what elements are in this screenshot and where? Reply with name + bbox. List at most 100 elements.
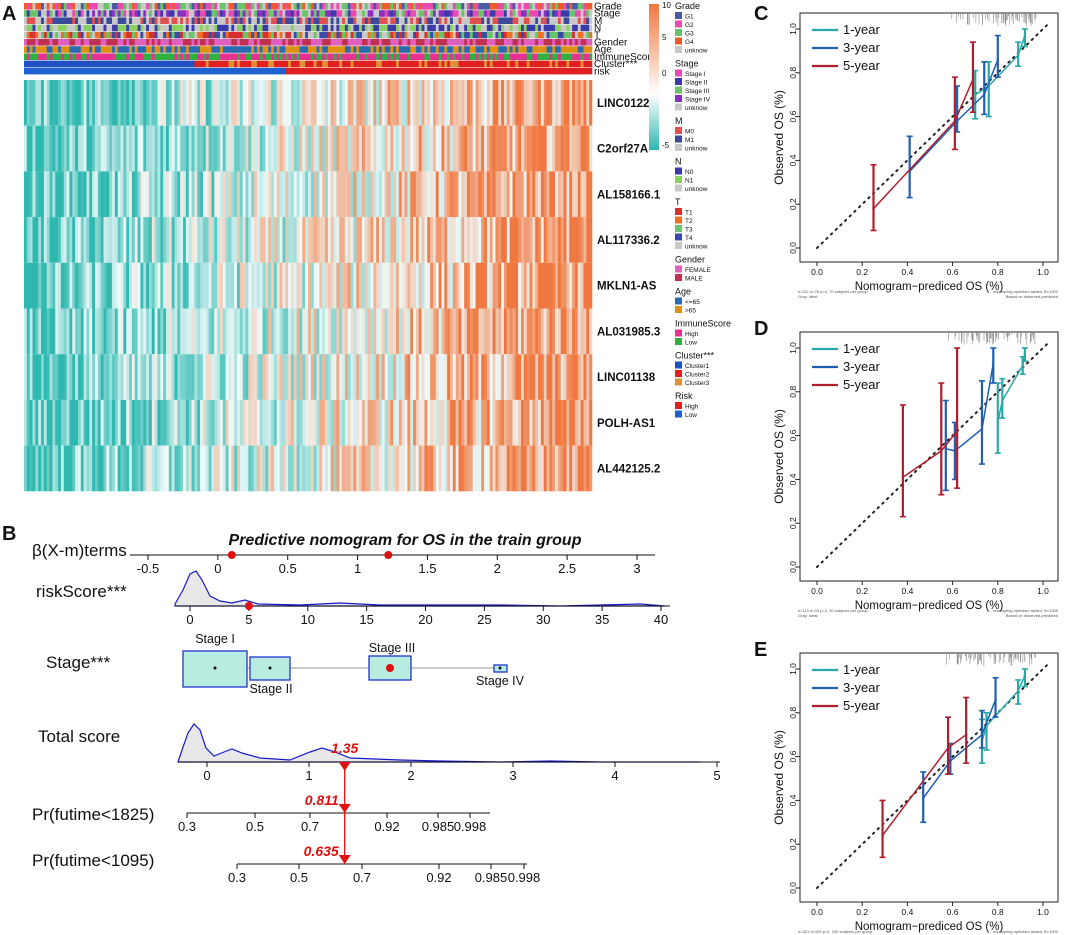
scale-tick-label: 4	[611, 768, 618, 783]
calibration-line	[922, 699, 997, 799]
nomogram-title: Predictive nomogram for OS in the train …	[229, 532, 582, 549]
pr1095-value: 0.635	[304, 843, 339, 859]
legend-item-label: G3	[685, 31, 694, 38]
points-marker	[227, 551, 236, 559]
legend-item-label: Stage I	[685, 71, 706, 78]
scale-tick-label: 1	[305, 768, 312, 783]
legend-item-label: unknow	[685, 105, 708, 112]
footnote-left: n=321 d=109 p=4, 100 subjects per group	[798, 929, 873, 934]
legend-item-label: G2	[685, 22, 694, 29]
annotation-row-label: Gender	[594, 38, 628, 49]
calibration-line	[902, 430, 958, 478]
legend-swatch	[675, 306, 682, 313]
legend-group-title: Grade	[675, 1, 700, 11]
legend-swatch	[675, 69, 682, 77]
legend-item-label: High	[685, 331, 699, 338]
calibration-plot-d: 0.0 0.2 0.4 0.6 0.8 1.0 0.0 0.2 0.4 0.6 0.8 1.0 Obse…	[772, 331, 1059, 618]
calibration-point	[983, 93, 986, 96]
total-score-value: 1.35	[331, 740, 358, 756]
calibration-point	[872, 207, 875, 210]
projection-arrow	[338, 855, 351, 864]
x-tick-label: 0.4	[901, 586, 913, 596]
gene-label: LINC01138	[597, 372, 656, 384]
scale-tick-label: 0.7	[353, 870, 371, 885]
pr1825-value: 0.811	[305, 792, 339, 808]
legend-item-label: Cluster3	[685, 380, 710, 387]
projection-arrow	[338, 804, 351, 813]
legend-label: 5-year	[843, 698, 881, 713]
footnote-right: Based on observed-predicted	[1006, 613, 1058, 618]
y-tick-label: 0.8	[788, 67, 798, 79]
y-tick-label: 0.2	[788, 838, 798, 850]
calibration-point	[1023, 351, 1027, 354]
legend-swatch	[675, 274, 682, 281]
calibration-point	[980, 733, 984, 736]
calibration-point	[922, 797, 925, 800]
calibration-line	[909, 59, 999, 172]
panel-letter-a: A	[2, 3, 16, 25]
calibration-line	[974, 35, 1026, 96]
x-tick-label: 0.8	[992, 267, 1004, 277]
x-tick-label: 1.0	[1037, 907, 1049, 917]
legend-swatch	[675, 410, 682, 418]
stage-level-label: Stage I	[195, 632, 235, 646]
legend-swatch	[675, 78, 682, 85]
calibration-plot-c: 0.0 0.2 0.4 0.6 0.8 1.0 0.0 0.2 0.4 0.6 0.8 1.0 Obse…	[772, 12, 1059, 299]
calibration-point	[946, 746, 950, 750]
calibration-point	[940, 449, 943, 453]
legend-item-label: Stage II	[685, 80, 708, 87]
scale-tick-label: 30	[536, 612, 550, 627]
plot-frame	[799, 652, 1059, 903]
color-scale-bar	[649, 4, 659, 150]
legend-label: 1-year	[843, 22, 881, 37]
x-tick-label: 0.2	[856, 907, 868, 917]
legend-item-label: MALE	[685, 276, 703, 283]
calibration-point	[974, 93, 977, 96]
scale-tick-label: 20	[418, 612, 432, 627]
stage-marker	[386, 664, 394, 672]
gene-label: C2orf27A	[597, 144, 648, 156]
points-axis-label: β(X-m)terms	[32, 541, 127, 560]
calibration-line	[997, 352, 1026, 423]
legend-swatch	[675, 46, 682, 53]
x-tick-label: 0.0	[811, 267, 823, 277]
scale-tick-label: 0	[203, 768, 210, 783]
footnote-left: n=110 d=33 p=2, 30 subjects per group	[798, 608, 868, 613]
scale-tick-label: -0.5	[137, 561, 159, 576]
gene-label: POLH-AS1	[597, 418, 656, 430]
legend-item-label: T1	[685, 210, 693, 217]
legend-swatch	[675, 208, 682, 215]
legend-swatch	[675, 103, 682, 111]
ideal-diagonal	[816, 23, 1049, 249]
legend-label: 5-year	[843, 377, 881, 392]
calibration-point	[953, 449, 957, 453]
x-axis-label: Nomogram−prediced OS (%)	[855, 921, 1004, 933]
scale-tick-label: 0.998	[508, 870, 541, 885]
y-tick-label: 0.6	[788, 750, 798, 762]
legend-swatch	[675, 135, 682, 143]
riskscore-label: riskScore***	[36, 582, 127, 601]
scale-tick-label: 5	[713, 768, 720, 783]
panel-letter-b: B	[2, 523, 16, 545]
scale-tick-label: 0.3	[178, 819, 196, 834]
legend-item-label: unknow	[685, 48, 708, 55]
legend-swatch	[675, 297, 682, 305]
calibration-plot-e: 0.0 0.2 0.4 0.6 0.8 1.0 0.0 0.2 0.4 0.6 0.8 1.0 Obse…	[772, 652, 1059, 935]
annotation-row-label: ImmuneScore	[594, 52, 657, 63]
legend-swatch	[675, 167, 682, 175]
legend-item-label: G4	[685, 39, 694, 46]
legend-item-label: N1	[685, 178, 694, 185]
legend-swatch	[675, 225, 682, 232]
x-tick-label: 0.6	[947, 586, 959, 596]
y-tick-label: 0.4	[788, 154, 798, 166]
legend-swatch	[675, 216, 682, 224]
scale-tick-label: -5	[662, 141, 670, 150]
y-tick-label: 0.0	[788, 561, 798, 573]
calibration-point	[881, 834, 884, 837]
x-tick-label: 0.0	[811, 586, 823, 596]
footnote-right: X - resampling optimism added, B=1000	[987, 289, 1059, 294]
annotation-row-label: N	[594, 23, 601, 34]
color-scale: 10 5 0 -5	[649, 1, 671, 150]
legend-swatch	[675, 329, 682, 337]
annotation-row-label: M	[594, 16, 602, 27]
